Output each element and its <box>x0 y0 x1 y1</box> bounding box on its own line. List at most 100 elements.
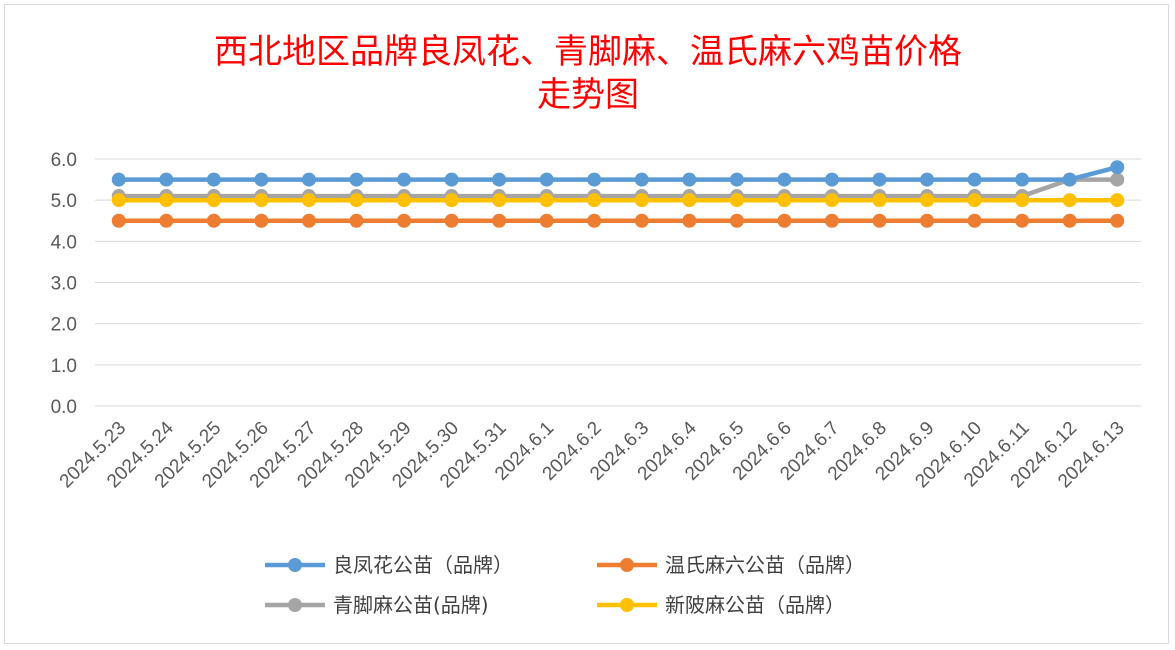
series-4 <box>111 193 1125 208</box>
data-point[interactable] <box>777 172 792 187</box>
y-axis-tick-labels: 0.0 1.0 2.0 3.0 4.0 5.0 6.0 <box>51 150 77 418</box>
data-point[interactable] <box>159 193 174 208</box>
data-point[interactable] <box>492 172 507 187</box>
data-point[interactable] <box>301 172 316 187</box>
y-tick-label: 3.0 <box>51 274 77 295</box>
data-point[interactable] <box>159 172 174 187</box>
y-tick-label: 0.0 <box>51 397 77 418</box>
chart-title-line-2: 走势图 <box>537 75 639 115</box>
data-point[interactable] <box>397 172 412 187</box>
legend-label: 良凤花公苗（品牌） <box>333 553 513 577</box>
data-point[interactable] <box>539 172 554 187</box>
legend-marker <box>620 558 634 572</box>
data-point[interactable] <box>824 193 839 208</box>
data-point[interactable] <box>492 193 507 208</box>
data-point[interactable] <box>634 213 649 228</box>
data-point[interactable] <box>111 172 126 187</box>
data-point[interactable] <box>872 172 887 187</box>
series-1 <box>111 160 1125 187</box>
data-point[interactable] <box>539 193 554 208</box>
legend: 良凤花公苗（品牌） 温氏麻六公苗（品牌） 青脚麻公苗(品牌) 新陂麻公苗（品牌） <box>265 553 865 617</box>
y-tick-label: 1.0 <box>51 356 77 377</box>
data-point[interactable] <box>1110 213 1125 228</box>
legend-item-1[interactable]: 良凤花公苗（品牌） <box>265 553 513 577</box>
data-point[interactable] <box>206 213 221 228</box>
y-tick-label: 5.0 <box>51 191 77 212</box>
data-point[interactable] <box>1062 213 1077 228</box>
data-point[interactable] <box>777 213 792 228</box>
data-point[interactable] <box>682 172 697 187</box>
data-point[interactable] <box>397 213 412 228</box>
y-tick-label: 4.0 <box>51 232 77 253</box>
data-point[interactable] <box>206 193 221 208</box>
legend-item-3[interactable]: 青脚麻公苗(品牌) <box>265 593 489 617</box>
data-point[interactable] <box>1110 160 1125 175</box>
data-point[interactable] <box>920 193 935 208</box>
data-point[interactable] <box>587 213 602 228</box>
data-point[interactable] <box>349 213 364 228</box>
data-point[interactable] <box>1062 172 1077 187</box>
data-point[interactable] <box>967 172 982 187</box>
series-line <box>118 177 1118 199</box>
data-point[interactable] <box>1015 193 1030 208</box>
y-tick-label: 6.0 <box>51 150 77 171</box>
data-point[interactable] <box>206 172 221 187</box>
legend-item-2[interactable]: 温氏麻六公苗（品牌） <box>597 553 865 577</box>
data-point[interactable] <box>492 213 507 228</box>
data-point[interactable] <box>967 213 982 228</box>
data-point[interactable] <box>254 172 269 187</box>
series-line <box>118 165 1118 182</box>
data-point[interactable] <box>872 213 887 228</box>
data-point[interactable] <box>159 213 174 228</box>
data-point[interactable] <box>824 213 839 228</box>
legend-label: 青脚麻公苗(品牌) <box>333 593 489 617</box>
line-chart: 西北地区品牌良凤花、青脚麻、温氏麻六鸡苗价格 走势图 0.0 1.0 2.0 3.0 4… <box>51 32 1141 617</box>
chart-title-line-1: 西北地区品牌良凤花、青脚麻、温氏麻六鸡苗价格 <box>214 32 962 72</box>
data-point[interactable] <box>397 193 412 208</box>
data-point[interactable] <box>920 213 935 228</box>
legend-marker <box>620 598 634 612</box>
data-point[interactable] <box>1110 172 1125 187</box>
series-lines <box>111 160 1125 228</box>
legend-marker <box>288 598 302 612</box>
data-point[interactable] <box>682 193 697 208</box>
data-point[interactable] <box>777 193 792 208</box>
data-point[interactable] <box>967 193 982 208</box>
data-point[interactable] <box>1110 193 1125 208</box>
series-2 <box>111 213 1125 228</box>
data-point[interactable] <box>729 213 744 228</box>
data-point[interactable] <box>872 193 887 208</box>
data-point[interactable] <box>301 193 316 208</box>
legend-item-4[interactable]: 新陂麻公苗（品牌） <box>597 593 845 617</box>
data-point[interactable] <box>729 193 744 208</box>
data-point[interactable] <box>254 193 269 208</box>
chart-area[interactable]: 西北地区品牌良凤花、青脚麻、温氏麻六鸡苗价格 走势图 0.0 1.0 2.0 3.0 4… <box>4 4 1169 644</box>
data-point[interactable] <box>539 213 554 228</box>
data-point[interactable] <box>587 193 602 208</box>
data-point[interactable] <box>444 172 459 187</box>
data-point[interactable] <box>682 213 697 228</box>
data-point[interactable] <box>111 213 126 228</box>
x-axis-tick-labels: 2024.5.232024.5.242024.5.252024.5.262024… <box>56 417 1129 492</box>
legend-label: 新陂麻公苗（品牌） <box>665 593 845 617</box>
data-point[interactable] <box>301 213 316 228</box>
data-point[interactable] <box>1015 213 1030 228</box>
data-point[interactable] <box>587 172 602 187</box>
data-point[interactable] <box>729 172 744 187</box>
data-point[interactable] <box>1015 172 1030 187</box>
data-point[interactable] <box>920 172 935 187</box>
data-point[interactable] <box>634 172 649 187</box>
data-point[interactable] <box>634 193 649 208</box>
legend-marker <box>288 558 302 572</box>
data-point[interactable] <box>111 193 126 208</box>
data-point[interactable] <box>254 213 269 228</box>
data-point[interactable] <box>349 172 364 187</box>
y-tick-label: 2.0 <box>51 315 77 336</box>
legend-label: 温氏麻六公苗（品牌） <box>665 553 865 577</box>
data-point[interactable] <box>824 172 839 187</box>
data-point[interactable] <box>444 193 459 208</box>
data-point[interactable] <box>1062 193 1077 208</box>
data-point[interactable] <box>444 213 459 228</box>
data-point[interactable] <box>349 193 364 208</box>
